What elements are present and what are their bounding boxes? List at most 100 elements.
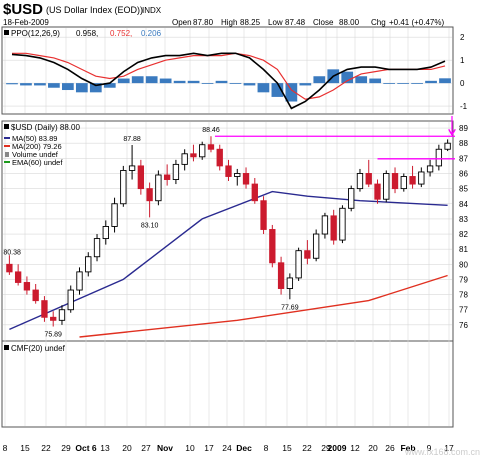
ppo-legend-prefix: PPO(12,26,9) <box>11 29 60 38</box>
price-candle <box>234 168 241 186</box>
quote-date: 18-Feb-2009 <box>3 18 49 27</box>
ppo-signal-line <box>12 52 446 100</box>
ppo-panel-frame <box>1 26 454 115</box>
open-value: 87.80 <box>193 18 214 27</box>
price-annotation-label: 83.10 <box>141 222 159 229</box>
candle-body <box>67 289 74 311</box>
ppo-histogram-bar <box>383 83 396 84</box>
ma200-legend-label: MA(200) 79.26 <box>12 142 62 151</box>
ppo-histogram-bar <box>285 83 298 102</box>
price-candle <box>6 255 13 275</box>
candle-body <box>6 263 13 273</box>
price-candle <box>146 182 153 218</box>
price-candle <box>199 141 206 160</box>
x-tick-label: Feb <box>400 443 415 453</box>
ppo-histogram-bar <box>159 78 172 84</box>
candle-body <box>199 144 206 158</box>
volume-legend-swatch <box>5 152 9 157</box>
ppo-histogram-bar <box>257 83 270 93</box>
x-tick-label: Dec <box>236 443 252 453</box>
price-candle <box>444 139 451 152</box>
symbol-fullname: (US Dollar Index (EOD)) <box>46 5 143 15</box>
price-candle <box>365 159 372 188</box>
ppo-legend: PPO(12,26,9) 0.958, 0.752, 0.206 <box>4 29 162 38</box>
x-tick-label: 9 <box>427 443 432 453</box>
ppo-histogram-bar <box>6 83 18 85</box>
candle-body <box>251 183 258 202</box>
candle-body <box>216 148 223 167</box>
price-candle <box>172 159 180 185</box>
ppo-histogram-bar <box>48 83 60 88</box>
price-candle <box>207 136 215 153</box>
x-tick-label: 10 <box>185 443 195 453</box>
price-candle <box>251 178 258 204</box>
x-tick-label: Oct 6 <box>75 443 97 453</box>
ppo-y-tick-label: 0 <box>460 79 465 88</box>
ppo-histogram-bar <box>397 83 409 84</box>
x-tick-label: 27 <box>141 443 151 453</box>
ppo-y-tick-label: -1 <box>460 102 468 111</box>
ppo-histogram-bar <box>411 83 423 84</box>
candle-body <box>374 183 381 200</box>
candle-body <box>435 148 443 167</box>
price-candle <box>304 240 311 265</box>
candle-body <box>330 215 337 241</box>
candle-body <box>163 174 171 180</box>
candle-body <box>339 207 346 241</box>
price-annotation-label: 80.38 <box>3 250 21 257</box>
open-label: Open <box>172 18 192 27</box>
high-label: High <box>221 18 237 27</box>
candle-body <box>50 316 57 321</box>
price-candle <box>14 264 22 286</box>
ppo-legend-value-2: 0.752, <box>110 29 132 38</box>
price-annotation-label: 88.46 <box>202 127 220 134</box>
ppo-legend-value-3: 0.206 <box>141 29 162 38</box>
price-legend-title: $USD (Daily) 88.00 <box>11 123 80 132</box>
candle-body <box>111 203 118 227</box>
ppo-histogram-bar <box>117 78 130 84</box>
candle-body <box>356 173 364 190</box>
price-candle <box>435 144 443 171</box>
ppo-histogram-bar <box>439 78 451 84</box>
x-tick-label: 20 <box>122 443 132 453</box>
price-candle <box>163 164 171 186</box>
ma50-legend-label: MA(50) 83.89 <box>12 134 57 143</box>
candle-body <box>146 188 153 202</box>
ppo-histogram-bar <box>313 76 326 84</box>
ppo-histogram-bar <box>131 76 144 84</box>
candle-body <box>269 229 276 264</box>
price-candle <box>102 220 109 245</box>
ppo-histogram-bar <box>145 76 158 84</box>
candle-body <box>260 200 267 230</box>
price-y-tick-label: 84 <box>459 200 468 209</box>
candle-body <box>365 173 372 185</box>
candle-body <box>426 165 434 173</box>
price-candle <box>374 179 381 204</box>
ohlc-readout: Open 87.80 High 88.25 Low 87.48 Close 88… <box>172 18 444 27</box>
x-tick-label: 15 <box>20 443 30 453</box>
x-tick-label: Nov <box>157 443 173 453</box>
price-candle <box>260 196 267 235</box>
price-y-tick-label: 86 <box>459 169 468 178</box>
price-candle <box>330 209 337 245</box>
price-candle <box>418 167 425 188</box>
candle-body <box>128 165 136 171</box>
price-candle <box>190 144 197 162</box>
candle-body <box>14 271 22 283</box>
x-tick-label: 12 <box>350 443 360 453</box>
candle-body <box>93 238 101 258</box>
ppo-histogram-bar <box>89 83 102 93</box>
ppo-histogram-bar <box>243 83 256 86</box>
price-candle <box>269 224 276 268</box>
price-candle <box>76 267 83 295</box>
candle-body <box>76 271 83 291</box>
candle-body <box>172 163 180 180</box>
price-y-tick-label: 82 <box>459 230 468 239</box>
ppo-histogram-bar <box>103 83 116 88</box>
x-tick-label: 2009 <box>328 443 347 453</box>
ppo-line <box>11 52 446 110</box>
price-annotation-label: 75.89 <box>44 332 62 339</box>
price-candle <box>348 185 355 212</box>
price-candle <box>128 145 136 180</box>
price-y-tick-label: 89 <box>459 124 468 133</box>
